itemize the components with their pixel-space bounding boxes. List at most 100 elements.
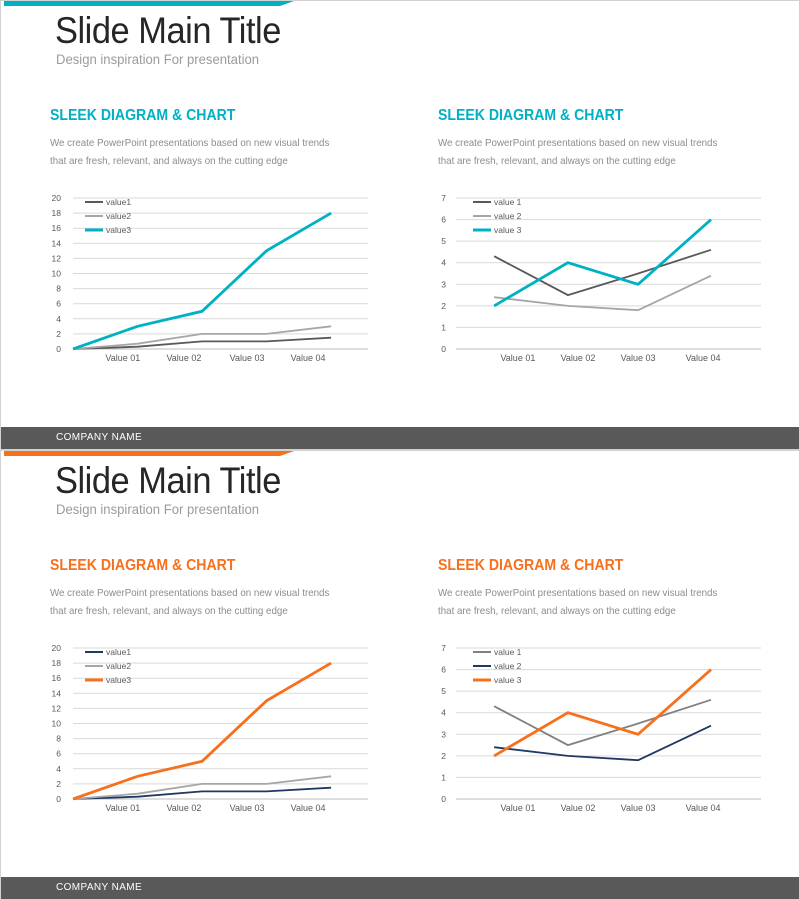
line-chart: 0 1 2 3 4 5 6 7 Value 01 Value 02 Value 03 Value 04… [441, 193, 761, 363]
svg-text:8: 8 [56, 284, 61, 294]
svg-text:Value 02: Value 02 [166, 353, 201, 363]
section-heading: SLEEK DIAGRAM & CHART [438, 107, 624, 124]
svg-text:Value 04: Value 04 [686, 803, 721, 813]
section-heading: SLEEK DIAGRAM & CHART [438, 557, 624, 574]
section-heading: SLEEK DIAGRAM & CHART [50, 557, 236, 574]
svg-text:value3: value3 [106, 675, 131, 685]
svg-text:Value 01: Value 01 [500, 803, 535, 813]
svg-text:10: 10 [52, 719, 62, 729]
svg-text:3: 3 [441, 729, 446, 739]
svg-text:Value 03: Value 03 [621, 353, 656, 363]
line-chart: 0 1 2 3 4 5 6 7 Value 01 Value 02 Value 03 Value 04… [441, 643, 761, 813]
svg-text:value 1: value 1 [494, 197, 522, 207]
svg-text:Value 04: Value 04 [291, 353, 326, 363]
svg-text:20: 20 [52, 643, 62, 653]
svg-text:18: 18 [52, 208, 62, 218]
chart-section-right: SLEEK DIAGRAM & CHART We create PowerPoi… [438, 107, 783, 397]
svg-text:4: 4 [56, 764, 61, 774]
svg-text:5: 5 [441, 236, 446, 246]
svg-text:0: 0 [56, 794, 61, 804]
chart-section-left: SLEEK DIAGRAM & CHART We create PowerPoi… [50, 557, 395, 847]
section-description: We create PowerPoint presentations based… [50, 585, 329, 620]
description-line-2: that are fresh, relevant, and always on … [50, 154, 288, 167]
line-chart: 0 2 4 6 8 10 12 14 16 18 20 Value 01 Value 02 Value 0… [52, 643, 368, 813]
company-name: COMPANY NAME [56, 432, 143, 443]
description-line-2: that are fresh, relevant, and always on … [50, 604, 288, 617]
svg-text:2: 2 [56, 329, 61, 339]
svg-text:value 2: value 2 [494, 661, 522, 671]
svg-text:0: 0 [441, 794, 446, 804]
svg-text:Value 01: Value 01 [105, 803, 140, 813]
line-chart: 0 2 4 6 8 10 12 14 16 18 20 Value 01 Value 02 Value 0… [52, 193, 368, 363]
description-line-2: that are fresh, relevant, and always on … [438, 154, 676, 167]
chart-section-left: SLEEK DIAGRAM & CHART We create PowerPoi… [50, 107, 395, 397]
svg-text:value3: value3 [106, 225, 131, 235]
company-footer-bar: COMPANY NAME [1, 427, 799, 449]
svg-text:12: 12 [52, 703, 62, 713]
svg-text:8: 8 [56, 734, 61, 744]
slide-preview-2[interactable]: Slide Main Title Design inspiration For … [0, 450, 800, 900]
description-line-2: that are fresh, relevant, and always on … [438, 604, 676, 617]
svg-text:Value 02: Value 02 [166, 803, 201, 813]
svg-text:0: 0 [441, 344, 446, 354]
slide-title: Slide Main Title [55, 460, 281, 501]
svg-text:6: 6 [441, 215, 446, 225]
svg-text:value 3: value 3 [494, 675, 522, 685]
slide-subtitle: Design inspiration For presentation [56, 52, 260, 67]
svg-text:20: 20 [52, 193, 62, 203]
svg-text:7: 7 [441, 193, 446, 203]
description-line-1: We create PowerPoint presentations based… [438, 587, 718, 599]
svg-text:value 3: value 3 [494, 225, 522, 235]
accent-bar [4, 451, 294, 456]
description-line-1: We create PowerPoint presentations based… [50, 137, 330, 149]
section-description: We create PowerPoint presentations based… [50, 135, 329, 170]
svg-text:value1: value1 [106, 647, 131, 657]
slide-preview-1[interactable]: Slide Main Title Design inspiration For … [0, 0, 800, 450]
svg-text:value 1: value 1 [494, 647, 522, 657]
svg-text:Value 03: Value 03 [230, 353, 265, 363]
accent-bar [4, 1, 294, 6]
svg-text:value2: value2 [106, 661, 131, 671]
svg-text:Value 02: Value 02 [561, 353, 596, 363]
svg-text:2: 2 [441, 301, 446, 311]
svg-text:16: 16 [52, 673, 62, 683]
slide-title: Slide Main Title [55, 10, 281, 51]
svg-text:18: 18 [52, 658, 62, 668]
section-description: We create PowerPoint presentations based… [438, 585, 717, 620]
svg-text:6: 6 [441, 665, 446, 675]
svg-text:1: 1 [441, 772, 446, 782]
svg-text:16: 16 [52, 223, 62, 233]
svg-text:Value 03: Value 03 [230, 803, 265, 813]
svg-text:3: 3 [441, 279, 446, 289]
svg-text:0: 0 [56, 344, 61, 354]
slide-subtitle: Design inspiration For presentation [56, 502, 260, 517]
section-heading: SLEEK DIAGRAM & CHART [50, 107, 236, 124]
svg-text:6: 6 [56, 749, 61, 759]
svg-text:Value 03: Value 03 [621, 803, 656, 813]
svg-text:12: 12 [52, 253, 62, 263]
svg-text:10: 10 [52, 269, 62, 279]
svg-text:4: 4 [441, 708, 446, 718]
description-line-1: We create PowerPoint presentations based… [50, 587, 330, 599]
svg-text:value 2: value 2 [494, 211, 522, 221]
company-footer-bar: COMPANY NAME [1, 877, 799, 899]
svg-text:4: 4 [56, 314, 61, 324]
svg-text:value1: value1 [106, 197, 131, 207]
svg-text:1: 1 [441, 322, 446, 332]
svg-text:2: 2 [441, 751, 446, 761]
svg-text:14: 14 [52, 238, 62, 248]
svg-text:4: 4 [441, 258, 446, 268]
svg-text:value2: value2 [106, 211, 131, 221]
svg-text:2: 2 [56, 779, 61, 789]
section-description: We create PowerPoint presentations based… [438, 135, 717, 170]
svg-text:Value 04: Value 04 [686, 353, 721, 363]
svg-text:7: 7 [441, 643, 446, 653]
svg-text:6: 6 [56, 299, 61, 309]
svg-text:Value 01: Value 01 [105, 353, 140, 363]
description-line-1: We create PowerPoint presentations based… [438, 137, 718, 149]
svg-text:14: 14 [52, 688, 62, 698]
svg-text:Value 02: Value 02 [561, 803, 596, 813]
svg-text:Value 01: Value 01 [500, 353, 535, 363]
chart-section-right: SLEEK DIAGRAM & CHART We create PowerPoi… [438, 557, 783, 847]
svg-text:5: 5 [441, 686, 446, 696]
